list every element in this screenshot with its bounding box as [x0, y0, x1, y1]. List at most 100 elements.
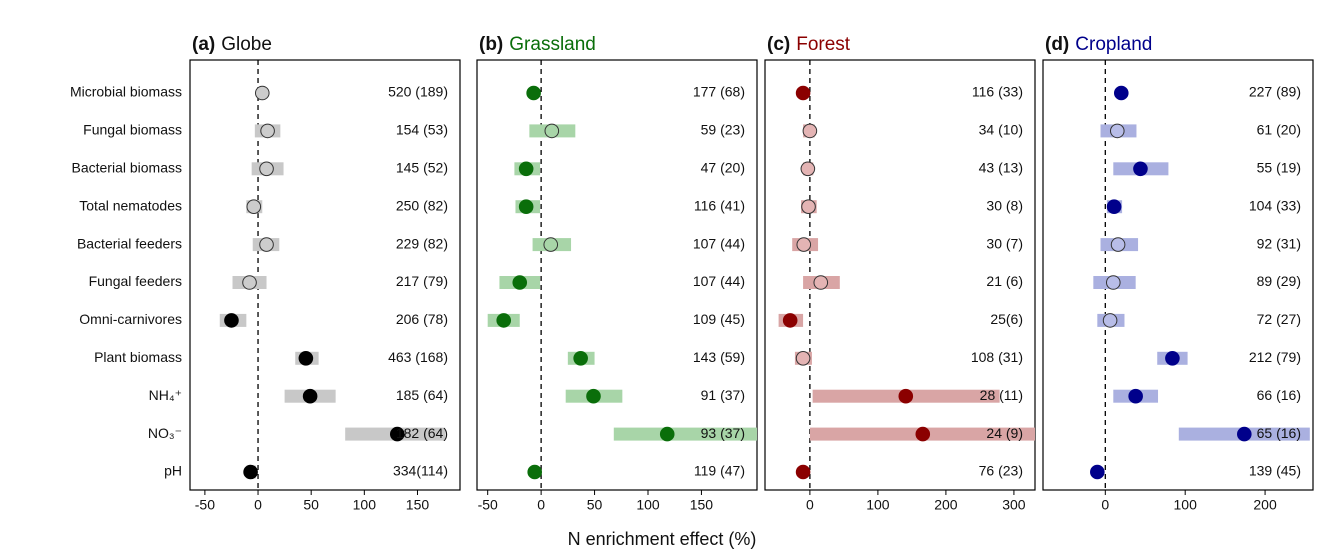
sample-size: 93 (37) — [701, 425, 745, 441]
effect-dot — [513, 276, 527, 290]
effect-dot — [519, 162, 533, 176]
effect-dot — [299, 352, 313, 366]
sample-size: 154 (53) — [396, 122, 448, 138]
row-label: NO₃⁻ — [148, 425, 182, 441]
panel-title: (b)Grassland — [479, 34, 596, 55]
effect-dot — [225, 314, 239, 328]
row-label: Omni-carnivores — [79, 311, 182, 327]
effect-dot — [527, 86, 541, 100]
panel-label: (d) — [1045, 34, 1069, 55]
effect-dot — [1106, 276, 1120, 290]
panel-title-text: Forest — [796, 34, 851, 55]
effect-dot — [783, 314, 797, 328]
effect-dot — [255, 86, 269, 100]
x-tick-label: 200 — [1253, 497, 1277, 513]
x-tick-label: -50 — [195, 497, 215, 513]
sample-size: 59 (23) — [701, 122, 745, 138]
x-tick-label: 0 — [1101, 497, 1109, 513]
sample-size: 66 (16) — [1257, 387, 1301, 403]
sample-size: 139 (45) — [1249, 463, 1301, 479]
sample-size: 116 (33) — [972, 84, 1023, 100]
sample-size: 30 (7) — [986, 235, 1023, 251]
sample-size: 116 (41) — [694, 197, 745, 213]
effect-dot — [802, 200, 816, 214]
row-label: pH — [164, 463, 182, 479]
sample-size: 250 (82) — [396, 197, 448, 213]
sample-size: 206 (78) — [396, 311, 448, 327]
effect-dot — [801, 162, 815, 176]
sample-size: 229 (82) — [396, 235, 448, 251]
x-tick-label: 150 — [690, 497, 714, 513]
sample-size: 24 (9) — [986, 425, 1023, 441]
row-label: Total nematodes — [79, 197, 182, 213]
effect-dot — [803, 124, 817, 138]
sample-size: 72 (27) — [1257, 311, 1301, 327]
sample-size: 92 (31) — [1257, 235, 1301, 251]
x-tick-label: 150 — [406, 497, 430, 513]
effect-dot — [1103, 314, 1117, 328]
x-tick-label: 50 — [587, 497, 603, 513]
sample-size: 25(6) — [990, 311, 1023, 327]
effect-dot — [1107, 200, 1121, 214]
x-tick-label: 200 — [934, 497, 958, 513]
row-label: Bacterial biomass — [72, 160, 183, 176]
x-tick-label: 0 — [537, 497, 545, 513]
sample-size: 107 (44) — [693, 235, 745, 251]
x-tick-label: 100 — [1174, 497, 1198, 513]
x-tick-label: 300 — [1002, 497, 1026, 513]
sample-size: 177 (68) — [693, 84, 745, 100]
effect-dot — [1114, 86, 1128, 100]
effect-dot — [574, 352, 588, 366]
sample-size: 43 (13) — [979, 160, 1023, 176]
effect-dot — [260, 238, 274, 252]
sample-size: 91 (37) — [701, 387, 745, 403]
effect-dot — [544, 238, 558, 252]
sample-size: 47 (20) — [701, 160, 745, 176]
sample-size: 61 (20) — [1257, 122, 1301, 138]
x-tick-label: 100 — [866, 497, 890, 513]
sample-size: 185 (64) — [396, 387, 448, 403]
panel-title-text: Grassland — [509, 34, 596, 55]
row-label: Microbial biomass — [70, 84, 182, 100]
panel-label: (a) — [192, 34, 215, 55]
x-tick-label: -50 — [478, 497, 498, 513]
sample-size: 143 (59) — [693, 349, 745, 365]
effect-dot — [1134, 162, 1148, 176]
sample-size: 89 (29) — [1257, 273, 1301, 289]
effect-dot — [587, 389, 601, 403]
effect-dot — [1238, 427, 1252, 441]
x-tick-label: 100 — [636, 497, 660, 513]
sample-size: 65 (16) — [1257, 425, 1301, 441]
effect-dot — [260, 162, 274, 176]
effect-dot — [545, 124, 559, 138]
row-label: Bacterial feeders — [77, 235, 182, 251]
x-axis-label: N enrichment effect (%) — [568, 529, 757, 549]
sample-size: 217 (79) — [396, 273, 448, 289]
effect-dot — [797, 238, 811, 252]
effect-dot — [519, 200, 533, 214]
panel-title-text: Globe — [221, 34, 272, 55]
effect-dot — [1129, 389, 1143, 403]
sample-size: 30 (8) — [986, 197, 1023, 213]
sample-size: 463 (168) — [388, 349, 448, 365]
sample-size: 28 (11) — [980, 387, 1023, 403]
effect-dot — [660, 427, 674, 441]
x-tick-label: 50 — [303, 497, 319, 513]
panel-title: (d)Cropland — [1045, 34, 1152, 55]
effect-dot — [796, 352, 810, 366]
effect-dot — [243, 276, 257, 290]
sample-size: 520 (189) — [388, 84, 448, 100]
x-tick-label: 0 — [806, 497, 814, 513]
effect-dot — [261, 124, 275, 138]
effect-dot — [497, 314, 511, 328]
x-tick-label: 100 — [353, 497, 377, 513]
effect-dot — [244, 465, 258, 479]
effect-dot — [796, 465, 810, 479]
sample-size: 334(114) — [393, 463, 448, 479]
sample-size: 21 (6) — [986, 273, 1023, 289]
sample-size: 109 (45) — [693, 311, 745, 327]
effect-dot — [814, 276, 828, 290]
row-label: NH₄⁺ — [149, 387, 182, 403]
row-label: Fungal feeders — [89, 273, 182, 289]
sample-size: 212 (79) — [1249, 349, 1301, 365]
